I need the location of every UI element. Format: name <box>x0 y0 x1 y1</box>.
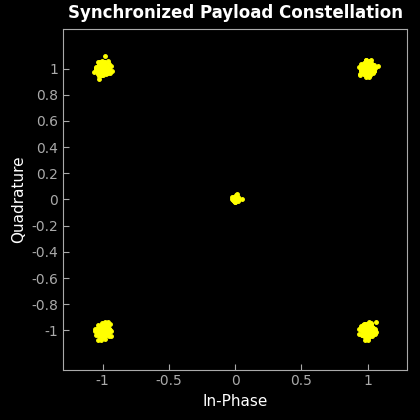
Channel 1 <box>365 326 370 331</box>
Y-axis label: Quadrature: Quadrature <box>10 156 26 243</box>
Channel 1 <box>366 65 371 70</box>
Channel 1 <box>102 53 107 58</box>
X-axis label: In-Phase: In-Phase <box>202 394 268 409</box>
Channel 1 <box>372 331 377 336</box>
Channel 1 <box>365 60 370 66</box>
Channel 1 <box>363 337 368 342</box>
Channel 1 <box>94 67 99 72</box>
Title: Synchronized Payload Constellation: Synchronized Payload Constellation <box>68 4 403 22</box>
Channel 1 <box>234 195 239 200</box>
Channel 1 <box>102 65 107 70</box>
Channel 1 <box>232 197 237 202</box>
Line: Channel 1: Channel 1 <box>91 52 381 344</box>
